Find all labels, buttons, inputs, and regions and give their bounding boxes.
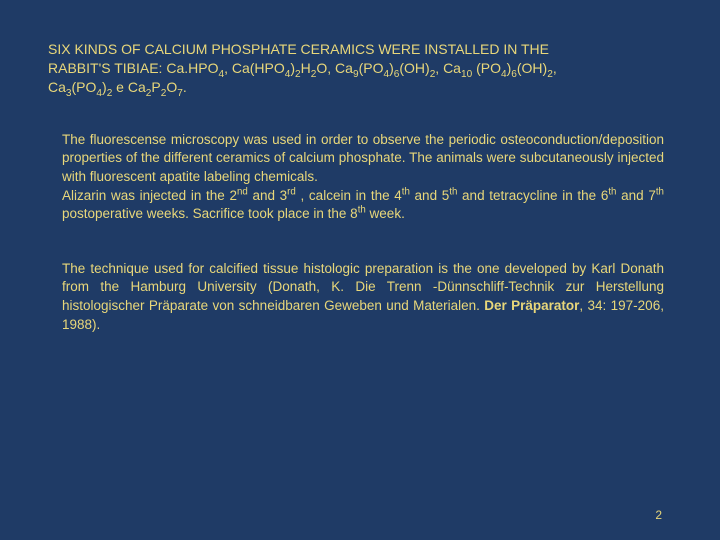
title-line3: Ca3(PO4)2 e Ca2P2O7. [48,79,187,95]
paragraph-1: The fluorescense microscopy was used in … [62,131,664,224]
title-line2: RABBIT'S TIBIAE: Ca.HPO4, Ca(HPO4)2H2O, … [48,60,557,76]
title-block: SIX KINDS OF CALCIUM PHOSPHATE CERAMICS … [48,40,672,97]
bold-ref: Der Präparator [484,298,579,313]
page-number: 2 [655,508,662,522]
paragraph-2: The technique used for calcified tissue … [62,260,664,335]
title-line1: SIX KINDS OF CALCIUM PHOSPHATE CERAMICS … [48,41,549,57]
slide: SIX KINDS OF CALCIUM PHOSPHATE CERAMICS … [0,0,720,540]
